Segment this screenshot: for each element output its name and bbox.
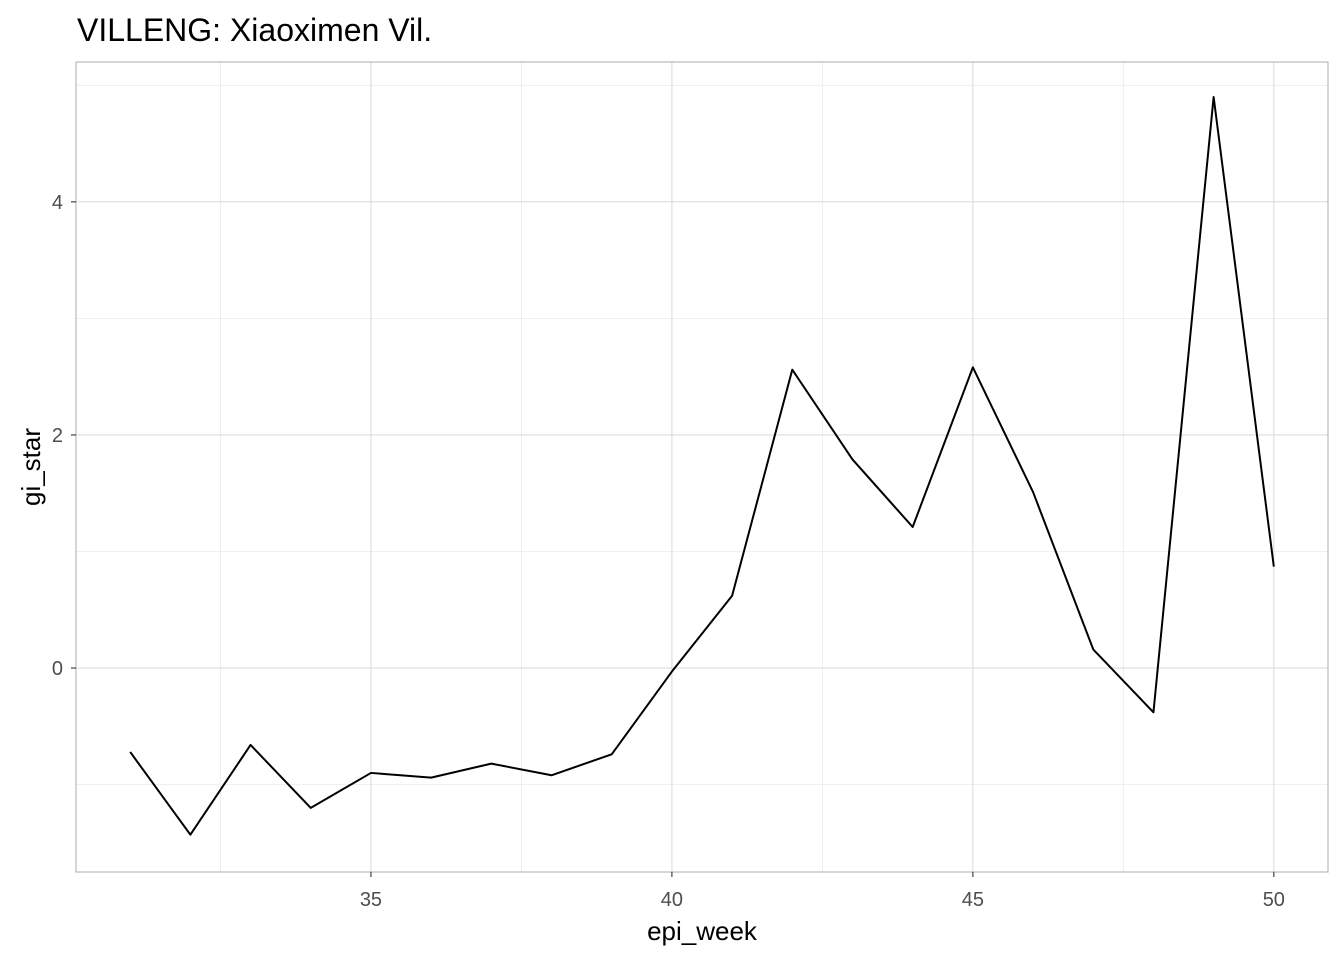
x-tick-label: 50 [1263, 889, 1285, 911]
panel-border [75, 61, 1329, 873]
x-tick-label: 35 [360, 889, 382, 911]
axes: 35 40 45 50 0 2 4 [52, 192, 1285, 911]
chart-title: VILLENG: Xiaoximen Vil. [77, 12, 432, 48]
series-layer [129, 95, 1275, 836]
y-tick-label: 2 [52, 425, 63, 447]
series-line-1 [129, 95, 1275, 836]
y-tick-label: 0 [52, 658, 63, 680]
y-tick-label: 4 [52, 192, 63, 214]
grid [76, 62, 1328, 872]
x-tick-label: 40 [661, 889, 683, 911]
y-axis-title: gi_star [16, 428, 46, 506]
x-axis-title: epi_week [647, 916, 758, 946]
x-tick-label: 45 [962, 889, 984, 911]
